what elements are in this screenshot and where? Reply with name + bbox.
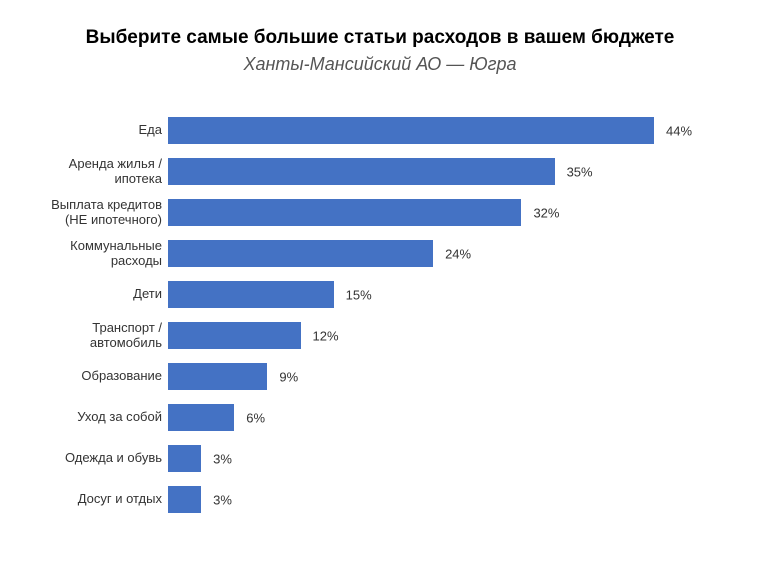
bar-row: Дети15% — [40, 274, 720, 315]
bar-row: Выплата кредитов (НЕ ипотечного)32% — [40, 192, 720, 233]
bar-track: 6% — [168, 397, 692, 438]
bar-row: Уход за собой6% — [40, 397, 720, 438]
bar: 32% — [168, 199, 521, 226]
chart-title: Выберите самые большие статьи расходов в… — [0, 26, 760, 50]
bar-row: Аренда жилья / ипотека35% — [40, 151, 720, 192]
value-label: 3% — [213, 492, 232, 507]
category-label: Аренда жилья / ипотека — [40, 157, 168, 187]
chart-container: Выберите самые большие статьи расходов в… — [0, 0, 760, 566]
bar-row: Досуг и отдых3% — [40, 479, 720, 520]
bar: 12% — [168, 322, 301, 349]
bar-track: 35% — [168, 151, 692, 192]
bar-track: 12% — [168, 315, 692, 356]
value-label: 6% — [246, 410, 265, 425]
bar-row: Еда44% — [40, 110, 720, 151]
bar: 3% — [168, 445, 201, 472]
bar: 24% — [168, 240, 433, 267]
bar-row: Транспорт / автомобиль12% — [40, 315, 720, 356]
bar: 15% — [168, 281, 334, 308]
bar-row: Коммунальные расходы24% — [40, 233, 720, 274]
bar-row: Образование9% — [40, 356, 720, 397]
value-label: 9% — [279, 369, 298, 384]
category-label: Еда — [40, 123, 168, 138]
value-label: 44% — [666, 123, 692, 138]
value-label: 12% — [313, 328, 339, 343]
title-block: Выберите самые большие статьи расходов в… — [0, 0, 760, 75]
category-label: Транспорт / автомобиль — [40, 321, 168, 351]
bar-track: 32% — [168, 192, 692, 233]
value-label: 3% — [213, 451, 232, 466]
value-label: 32% — [533, 205, 559, 220]
bar: 6% — [168, 404, 234, 431]
bar-row: Одежда и обувь3% — [40, 438, 720, 479]
category-label: Образование — [40, 369, 168, 384]
bar-track: 15% — [168, 274, 692, 315]
bar-track: 44% — [168, 110, 692, 151]
category-label: Одежда и обувь — [40, 451, 168, 466]
category-label: Дети — [40, 287, 168, 302]
bar-track: 24% — [168, 233, 692, 274]
category-label: Уход за собой — [40, 410, 168, 425]
bar: 44% — [168, 117, 654, 144]
bar: 35% — [168, 158, 555, 185]
value-label: 15% — [346, 287, 372, 302]
bar-track: 3% — [168, 479, 692, 520]
bar: 9% — [168, 363, 267, 390]
category-label: Досуг и отдых — [40, 492, 168, 507]
category-label: Выплата кредитов (НЕ ипотечного) — [40, 198, 168, 228]
bar-chart: Еда44%Аренда жилья / ипотека35%Выплата к… — [40, 110, 720, 520]
category-label: Коммунальные расходы — [40, 239, 168, 269]
bar: 3% — [168, 486, 201, 513]
value-label: 24% — [445, 246, 471, 261]
value-label: 35% — [567, 164, 593, 179]
bar-track: 9% — [168, 356, 692, 397]
chart-subtitle: Ханты-Мансийский АО — Югра — [0, 54, 760, 75]
bar-track: 3% — [168, 438, 692, 479]
